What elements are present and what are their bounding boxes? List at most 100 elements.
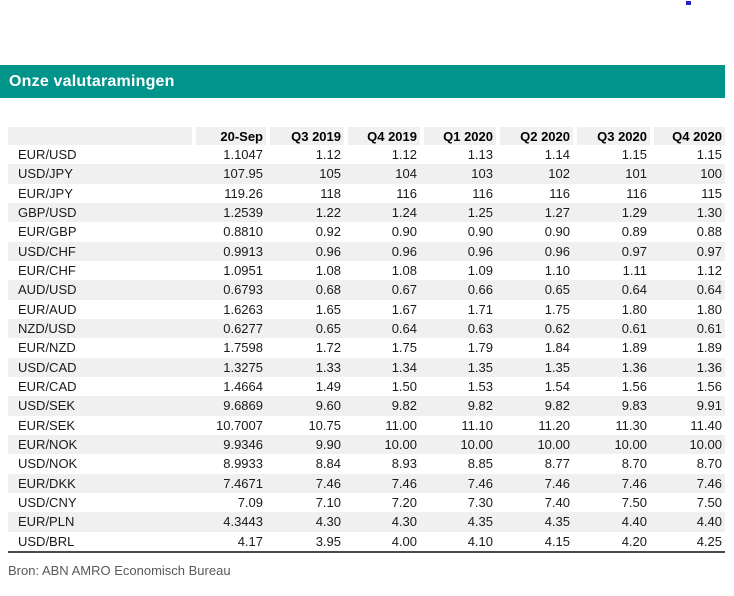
forecast-value: 8.70: [621, 456, 647, 472]
forecast-value: 8.70: [696, 456, 722, 472]
table-row: USD/NOK 8.9933 8.84 8.93 8.85 8.77 8.70 8.70: [8, 454, 725, 473]
forecast-value: 11.30: [615, 417, 647, 433]
forecast-value: 7.4671: [192, 473, 266, 493]
forecast-value: 11.00: [385, 417, 417, 433]
forecast-value: 4.40: [650, 512, 725, 532]
forecast-value: 0.6277: [192, 318, 266, 339]
table-row: USD/BRL 4.17 3.95 4.00 4.10 4.15 4.20 4.25: [8, 532, 725, 551]
forecast-value: 1.56: [621, 379, 647, 395]
forecast-value: 0.96: [420, 241, 496, 261]
currency-pair-label: USD/CHF: [8, 241, 192, 261]
forecast-value: 115: [701, 185, 722, 201]
table-row: USD/CAD 1.3275 1.33 1.34 1.35 1.35 1.36 1.36: [8, 357, 725, 377]
forecast-value: 1.71: [467, 301, 493, 317]
forecast-value: 4.35: [496, 512, 573, 532]
forecast-value: 0.96: [266, 241, 344, 261]
forecast-value: 0.63: [420, 318, 496, 339]
currency-forecast-table: 20-Sep Q3 2019 Q4 2019 Q1 2020 Q2 2020 Q3 202…: [8, 127, 725, 553]
forecast-value: 118: [320, 185, 341, 201]
forecast-value: 1.08: [315, 263, 341, 279]
forecast-value: 4.20: [621, 533, 647, 549]
forecast-value: 1.12: [696, 263, 722, 279]
forecast-value: 1.1047: [223, 147, 263, 163]
forecast-value: 10.00: [344, 434, 420, 455]
currency-pair-label: EUR/CAD: [18, 379, 77, 395]
table-row: NZD/USD 0.6277 0.65 0.64 0.63 0.62 0.61 0.61: [8, 318, 725, 339]
forecast-value: 116: [396, 185, 417, 201]
forecast-value: 1.67: [391, 301, 417, 317]
table-row: EUR/CHF 1.0951 1.08 1.08 1.09 1.10 1.11 1.12: [8, 261, 725, 280]
column-header: 20-Sep: [192, 127, 266, 145]
forecast-value: 1.12: [315, 147, 341, 163]
forecast-value: 1.15: [621, 147, 647, 163]
forecast-value: 1.08: [391, 263, 417, 279]
forecast-value: 1.65: [315, 301, 341, 317]
forecast-value: 1.22: [266, 202, 344, 223]
table-row: EUR/NOK 9.9346 9.90 10.00 10.00 10.00 10.00 10.…: [8, 434, 725, 455]
currency-pair-label: USD/NOK: [18, 456, 78, 472]
forecast-value: 0.89: [621, 224, 647, 240]
table-row: USD/JPY 107.95 105 104 103 102 101 100: [8, 164, 725, 184]
forecast-value: 0.90: [544, 224, 570, 240]
forecast-value: 7.46: [573, 473, 650, 493]
forecast-value: 10.00: [496, 434, 573, 455]
forecast-value: 1.30: [650, 202, 725, 223]
forecast-value: 7.20: [391, 495, 417, 511]
forecast-value: 7.46: [650, 473, 725, 493]
forecast-value: 107.95: [192, 164, 266, 184]
forecast-value: 4.30: [344, 512, 420, 532]
forecast-value: 1.29: [573, 202, 650, 223]
column-header: Q3 2020: [573, 127, 650, 145]
currency-pair-label: EUR/JPY: [18, 185, 73, 201]
forecast-value: 4.3443: [192, 512, 266, 532]
column-header: Q4 2019: [344, 127, 420, 145]
table-row: EUR/PLN 4.3443 4.30 4.30 4.35 4.35 4.40 4.40: [8, 512, 725, 532]
table-row: EUR/CAD 1.4664 1.49 1.50 1.53 1.54 1.56 1.56: [8, 377, 725, 396]
forecast-value: 8.85: [467, 456, 493, 472]
forecast-value: 0.97: [573, 241, 650, 261]
forecast-value: 0.9913: [192, 241, 266, 261]
column-header: Q4 2020: [650, 127, 725, 145]
forecast-value: 8.84: [315, 456, 341, 472]
forecast-value: 1.13: [467, 147, 493, 163]
table-row: EUR/USD 1.1047 1.12 1.12 1.13 1.14 1.15 1.15: [8, 145, 725, 164]
table-row: EUR/DKK 7.4671 7.46 7.46 7.46 7.46 7.46 7.46: [8, 473, 725, 493]
forecast-value: 10.00: [650, 434, 725, 455]
forecast-value: 0.92: [315, 224, 341, 240]
table-row: AUD/USD 0.6793 0.68 0.67 0.66 0.65 0.64 0.64: [8, 280, 725, 300]
forecast-value: 1.84: [544, 340, 570, 356]
column-header: Q3 2019: [266, 127, 344, 145]
forecast-value: 1.33: [266, 357, 344, 377]
forecast-value: 10.7007: [216, 417, 263, 433]
forecast-value: 1.4664: [223, 379, 263, 395]
forecast-value: 1.10: [544, 263, 570, 279]
forecast-value: 1.75: [391, 340, 417, 356]
column-header: Q1 2020: [420, 127, 496, 145]
forecast-value: 105: [266, 164, 344, 184]
forecast-value: 1.36: [650, 357, 725, 377]
forecast-value: 11.40: [690, 417, 722, 433]
forecast-value: 4.35: [420, 512, 496, 532]
source-note: Bron: ABN AMRO Economisch Bureau: [8, 563, 231, 578]
forecast-value: 0.65: [496, 280, 573, 300]
forecast-value: 9.60: [266, 396, 344, 416]
blue-dot-artifact: [686, 1, 691, 5]
forecast-value: 1.80: [696, 301, 722, 317]
currency-pair-label: USD/CNY: [18, 495, 77, 511]
currency-pair-label: EUR/USD: [18, 147, 77, 163]
currency-pair-label: EUR/DKK: [8, 473, 192, 493]
forecast-value: 9.82: [496, 396, 573, 416]
forecast-value: 1.49: [315, 379, 341, 395]
forecast-value: 4.15: [544, 533, 570, 549]
currency-pair-label: EUR/SEK: [18, 417, 76, 433]
forecast-value: 1.11: [622, 263, 647, 279]
currency-pair-label: USD/BRL: [18, 533, 75, 549]
forecast-value: 8.9933: [223, 456, 263, 472]
forecast-value: 4.25: [696, 533, 722, 549]
forecast-value: 0.67: [344, 280, 420, 300]
column-header-empty: [8, 127, 192, 145]
forecast-value: 1.35: [420, 357, 496, 377]
forecast-value: 100: [650, 164, 725, 184]
forecast-value: 0.62: [496, 318, 573, 339]
